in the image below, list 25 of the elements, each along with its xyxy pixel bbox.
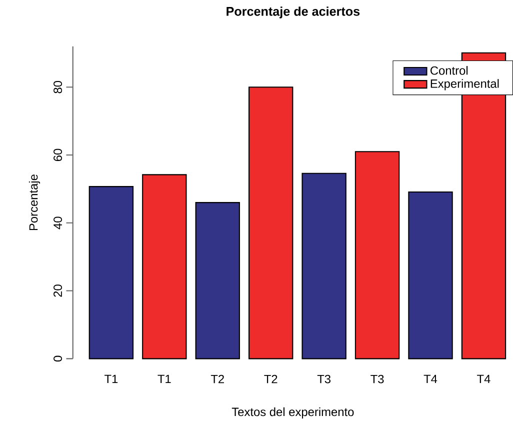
y-tick-label: 80	[54, 80, 62, 94]
bar	[195, 202, 240, 360]
x-tick-label: T2	[264, 374, 278, 384]
bar	[142, 174, 187, 360]
y-axis-title: Porcentaje	[28, 174, 40, 230]
bar	[248, 86, 294, 360]
bar	[408, 191, 453, 360]
x-tick-label: T1	[104, 374, 118, 383]
x-tick-label: T3	[317, 374, 330, 384]
x-tick-label: T1	[158, 374, 171, 383]
x-tick-label: T4	[477, 374, 490, 383]
y-tick-label: 40	[54, 216, 62, 230]
x-tick-label: T3	[370, 374, 384, 384]
x-tick-label: T4	[424, 374, 438, 383]
bar	[302, 172, 346, 360]
bar	[88, 186, 134, 360]
legend-label: Experimental	[430, 78, 499, 90]
y-tick-label: 0	[54, 356, 62, 362]
bar	[354, 150, 400, 360]
x-tick-label: T2	[210, 374, 224, 384]
y-tick-label: 20	[54, 284, 62, 297]
legend-label: Control	[430, 66, 468, 75]
chart-title: Porcentaje de aciertos	[226, 6, 360, 18]
x-axis-title: Textos del experimento	[232, 407, 354, 418]
y-tick-label: 60	[54, 148, 62, 161]
